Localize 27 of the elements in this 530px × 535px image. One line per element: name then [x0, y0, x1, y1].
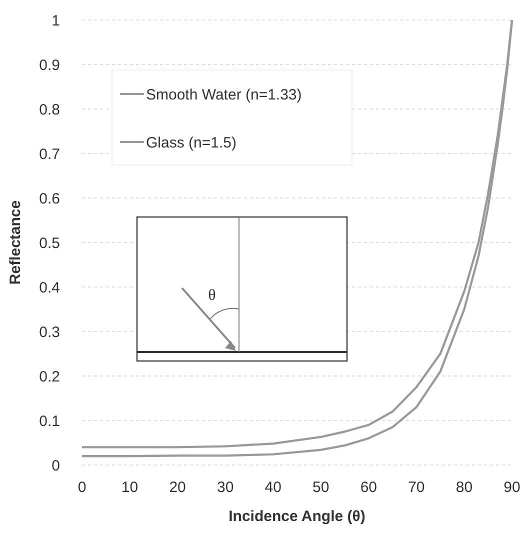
annotation: θ	[208, 287, 216, 304]
x-tick-label: 10	[121, 479, 138, 496]
y-tick-label: 0.4	[39, 279, 60, 296]
x-tick-label: 30	[216, 479, 234, 496]
y-tick-label: 1	[52, 12, 60, 30]
incidence-diagram: θ	[136, 216, 348, 362]
legend-label: Smooth Water (n=1.33)	[146, 86, 302, 104]
x-tick-label: 40	[264, 479, 282, 496]
y-tick-label: 0.2	[39, 368, 60, 386]
y-axis-title: Reflectance	[7, 200, 24, 285]
y-tick-label: 0.6	[39, 190, 60, 208]
x-tick-label: 0	[78, 479, 86, 496]
y-tick-label: 0	[52, 457, 60, 474]
legend-label: Glass (n=1.5)	[146, 134, 236, 152]
y-tick-label: 0.9	[39, 56, 60, 74]
y-tick-label: 0.3	[39, 324, 60, 341]
x-tick-label: 60	[360, 479, 378, 496]
y-tick-label: 0.1	[39, 412, 60, 430]
y-tick-label: 0.7	[39, 146, 60, 163]
y-tick-label: 0.8	[39, 101, 60, 118]
y-tick-label: 0.5	[39, 234, 60, 252]
x-tick-label: 50	[312, 479, 330, 496]
x-tick-label: 90	[504, 479, 520, 496]
x-axis-title: Incidence Angle (θ)	[228, 508, 366, 525]
x-tick-label: 70	[408, 479, 425, 496]
x-tick-label: 80	[456, 479, 473, 496]
x-tick-label: 20	[169, 479, 186, 496]
